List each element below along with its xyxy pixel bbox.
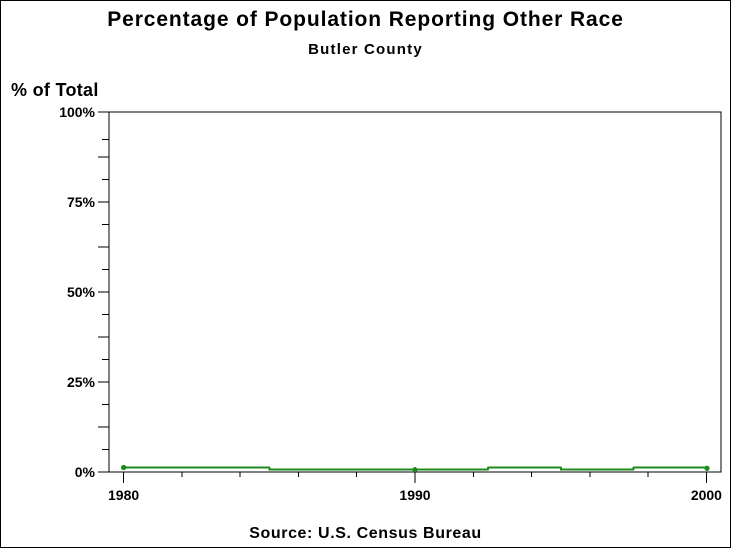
svg-text:1990: 1990 (399, 487, 430, 503)
svg-text:1980: 1980 (108, 487, 139, 503)
svg-text:2000: 2000 (691, 487, 722, 503)
svg-text:0%: 0% (75, 464, 96, 480)
svg-text:75%: 75% (67, 194, 96, 210)
svg-text:100%: 100% (59, 104, 95, 120)
svg-text:25%: 25% (67, 374, 96, 390)
svg-text:50%: 50% (67, 284, 96, 300)
